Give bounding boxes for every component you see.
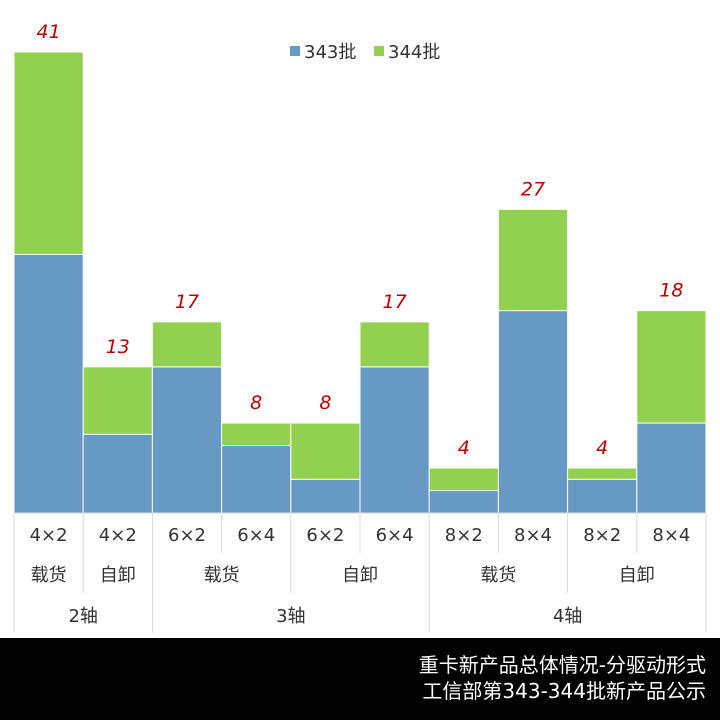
footer-banner: 重卡新产品总体情况-分驱动形式 工信部第343-344批新产品公示 — [0, 638, 720, 720]
bar-segment-343 — [428, 490, 499, 514]
bar-segment-344 — [13, 51, 84, 255]
type-group-label: 载货 — [480, 565, 516, 586]
bar-segment-343 — [497, 310, 569, 514]
bar-segment-344 — [151, 321, 223, 368]
type-group-label: 自卸 — [342, 565, 378, 586]
total-label: 41 — [37, 21, 61, 43]
bar-segment-344 — [636, 310, 707, 424]
total-label: 8 — [250, 392, 262, 414]
bar-segment-343 — [82, 433, 153, 514]
total-label: 13 — [106, 336, 130, 358]
axle-group-label: 4轴 — [553, 606, 582, 627]
bars-layer: 41 13 17 8 8 17 4 27 4 18 — [13, 21, 707, 514]
bar-segment-343 — [13, 253, 84, 514]
category-label: 6×4 — [237, 525, 275, 546]
axle-group-label: 2轴 — [68, 606, 97, 627]
total-label: 18 — [659, 280, 683, 302]
total-label: 4 — [458, 437, 470, 459]
category-label: 8×4 — [514, 525, 552, 546]
footer-source: 工信部第343-344批新产品公示 — [422, 679, 706, 703]
legend: 343批 344批 — [290, 42, 440, 63]
bar-segment-344 — [567, 467, 638, 480]
bar-segment-343 — [636, 422, 707, 514]
footer-title: 重卡新产品总体情况-分驱动形式 — [418, 653, 706, 677]
total-label: 17 — [175, 291, 199, 313]
axle-group-label: 3轴 — [276, 606, 305, 627]
category-label: 6×2 — [168, 525, 206, 546]
type-group-label: 自卸 — [100, 565, 136, 586]
bar-segment-344 — [428, 467, 499, 492]
type-group-label: 载货 — [204, 565, 240, 586]
bar-segment-343 — [359, 366, 430, 514]
total-label: 17 — [383, 291, 407, 313]
total-label: 8 — [319, 392, 331, 414]
category-label: 6×2 — [306, 525, 344, 546]
category-axis: 4×2 4×2 6×2 6×4 6×2 6×4 8×2 8×4 8×2 8×4 载货 自卸 载货 自卸 载货… — [13, 512, 707, 633]
type-group-label: 载货 — [31, 565, 67, 586]
total-label: 4 — [596, 437, 608, 459]
legend-swatch-344 — [374, 46, 384, 56]
bar-segment-343 — [221, 445, 292, 514]
category-label: 8×2 — [445, 525, 483, 546]
bar-segment-343 — [567, 478, 638, 514]
total-label: 27 — [521, 178, 545, 200]
legend-label-343: 343批 — [304, 42, 356, 63]
category-label: 6×4 — [376, 525, 414, 546]
stacked-bar-chart: 343批 344批 41 13 17 8 8 17 4 27 4 18 4×2 4×2 6×2 6×4 6… — [13, 21, 707, 633]
bar-segment-344 — [82, 366, 153, 435]
category-label: 4×2 — [30, 525, 68, 546]
category-label: 4×2 — [99, 525, 137, 546]
bar-segment-344 — [497, 208, 569, 312]
bar-segment-344 — [290, 422, 361, 480]
bar-segment-344 — [221, 422, 292, 447]
type-group-label: 自卸 — [619, 565, 655, 586]
legend-swatch-343 — [290, 46, 300, 56]
legend-label-344: 344批 — [388, 42, 440, 63]
bar-segment-343 — [290, 478, 361, 514]
bar-segment-343 — [151, 366, 223, 514]
category-label: 8×4 — [652, 525, 690, 546]
category-label: 8×2 — [583, 525, 621, 546]
bar-segment-344 — [359, 321, 430, 368]
